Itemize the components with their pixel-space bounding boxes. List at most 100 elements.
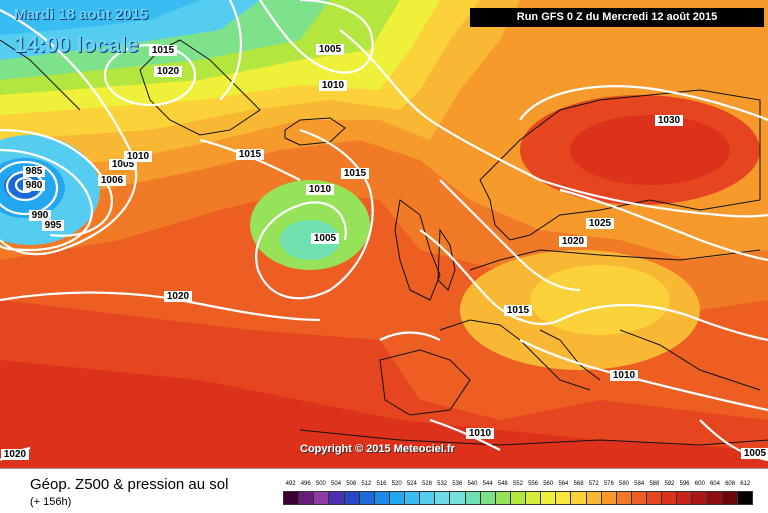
scale-swatch — [677, 492, 693, 504]
geopotential-field — [0, 0, 768, 468]
scale-label: 600 — [694, 481, 705, 487]
scale-label: 568 — [573, 481, 584, 487]
scale-swatch — [374, 492, 390, 504]
isobars — [0, 0, 768, 462]
isobar-label-bg — [109, 159, 137, 170]
isobar-label: 1005 — [744, 448, 767, 459]
scale-swatch — [405, 492, 421, 504]
scale-label: 532 — [437, 481, 448, 487]
scale-label: 524 — [406, 481, 417, 487]
isobar-label: 1020 — [4, 449, 27, 460]
scale-swatch — [722, 492, 738, 504]
isobar-label: 990 — [32, 210, 49, 221]
scale-label: 580 — [619, 481, 630, 487]
isobar-label: 1010 — [322, 80, 345, 91]
scale-swatch — [344, 492, 360, 504]
scale-label: 604 — [709, 481, 720, 487]
isobar-label-bg — [149, 45, 177, 56]
forecast-map: 1015102010051010985980100510061010990995… — [0, 0, 768, 468]
scale-swatch — [662, 492, 678, 504]
scale-label: 564 — [558, 481, 569, 487]
isobar-label: 1015 — [152, 45, 175, 56]
isobar-label: 1015 — [344, 168, 367, 179]
isobar-label: 1005 — [314, 233, 337, 244]
scale-label: 588 — [649, 481, 660, 487]
legend-panel: Géop. Z500 & pression au sol (+ 156h) 49… — [0, 468, 768, 513]
scale-label: 516 — [376, 481, 387, 487]
scale-label: 612 — [740, 481, 751, 487]
isobar-label-bg — [42, 220, 64, 231]
scale-label: 520 — [391, 481, 402, 487]
scale-swatch — [314, 492, 330, 504]
scale-swatch — [647, 492, 663, 504]
scale-swatch — [541, 492, 557, 504]
isobar-label-bg — [164, 291, 192, 302]
run-label: Run GFS 0 Z du Mercredi 12 août 2015 — [470, 8, 764, 27]
scale-label: 544 — [482, 481, 493, 487]
forecast-date: Mardi 18 août 2015 — [14, 6, 149, 23]
scale-label: 596 — [679, 481, 690, 487]
scale-label: 576 — [603, 481, 614, 487]
copyright-notice: Copyright © 2015 Meteociel.fr — [300, 443, 455, 455]
isobar-label-bg — [98, 175, 126, 186]
isobar-label: 985 — [26, 166, 43, 177]
isobar-label-bg — [741, 448, 768, 459]
scale-swatch — [389, 492, 405, 504]
isobar-label: 1020 — [562, 236, 585, 247]
scale-label: 512 — [361, 481, 372, 487]
isobar-label-bg — [319, 80, 347, 91]
scale-swatch — [526, 492, 542, 504]
isobar-label: 1030 — [658, 115, 681, 126]
isobar-label-bg — [341, 168, 369, 179]
scale-label: 556 — [528, 481, 539, 487]
legend-title: Géop. Z500 & pression au sol — [30, 476, 229, 493]
isobar-label-bg — [316, 44, 344, 55]
scale-label: 528 — [421, 481, 432, 487]
scale-label: 536 — [452, 481, 463, 487]
scale-swatch — [707, 492, 723, 504]
scale-swatch — [284, 492, 300, 504]
isobar-label: 1020 — [167, 291, 190, 302]
isobar-label-bg — [1, 449, 29, 460]
isobar-label: 1010 — [469, 428, 492, 439]
scale-label: 572 — [588, 481, 599, 487]
isobar-label: 980 — [26, 180, 43, 191]
scale-label: 552 — [512, 481, 523, 487]
isobar-label-bg — [610, 370, 638, 381]
scale-swatch — [465, 492, 481, 504]
scale-swatch — [510, 492, 526, 504]
scale-swatch — [299, 492, 315, 504]
isobar-label: 1005 — [112, 159, 135, 170]
isobar-label-bg — [311, 233, 339, 244]
isobar-labels: 1015102010051010985980100510061010990995… — [1, 44, 768, 460]
scale-swatch — [450, 492, 466, 504]
isobar-label: 1015 — [507, 305, 530, 316]
scale-label: 492 — [285, 481, 296, 487]
scale-label: 500 — [315, 481, 326, 487]
scale-label: 504 — [331, 481, 342, 487]
isobar-label-bg — [655, 115, 683, 126]
scale-swatch — [601, 492, 617, 504]
scale-swatch — [329, 492, 345, 504]
isobar-label-bg — [236, 149, 264, 160]
isobar-label-bg — [29, 210, 51, 221]
isobar-label-bg — [23, 180, 45, 191]
isobar-label: 1005 — [319, 44, 342, 55]
coastlines — [0, 39, 768, 446]
scale-label: 592 — [664, 481, 675, 487]
scale-swatch — [435, 492, 451, 504]
isobar-label: 1025 — [589, 218, 612, 229]
scale-labels: 492 496 500 504 508 512 516 520 524 528 532 536 540 5… — [283, 481, 753, 487]
isobar-label-bg — [23, 166, 45, 177]
isobar-label-bg — [504, 305, 532, 316]
scale-swatch — [571, 492, 587, 504]
isobar-label: 1010 — [613, 370, 636, 381]
color-scale-bar — [283, 491, 753, 505]
scale-swatch — [495, 492, 511, 504]
scale-label: 608 — [725, 481, 736, 487]
isobar-label-bg — [586, 218, 614, 229]
isobar-label-bg — [154, 66, 182, 77]
scale-swatch — [420, 492, 436, 504]
forecast-time: 14:00 locale — [14, 32, 139, 57]
